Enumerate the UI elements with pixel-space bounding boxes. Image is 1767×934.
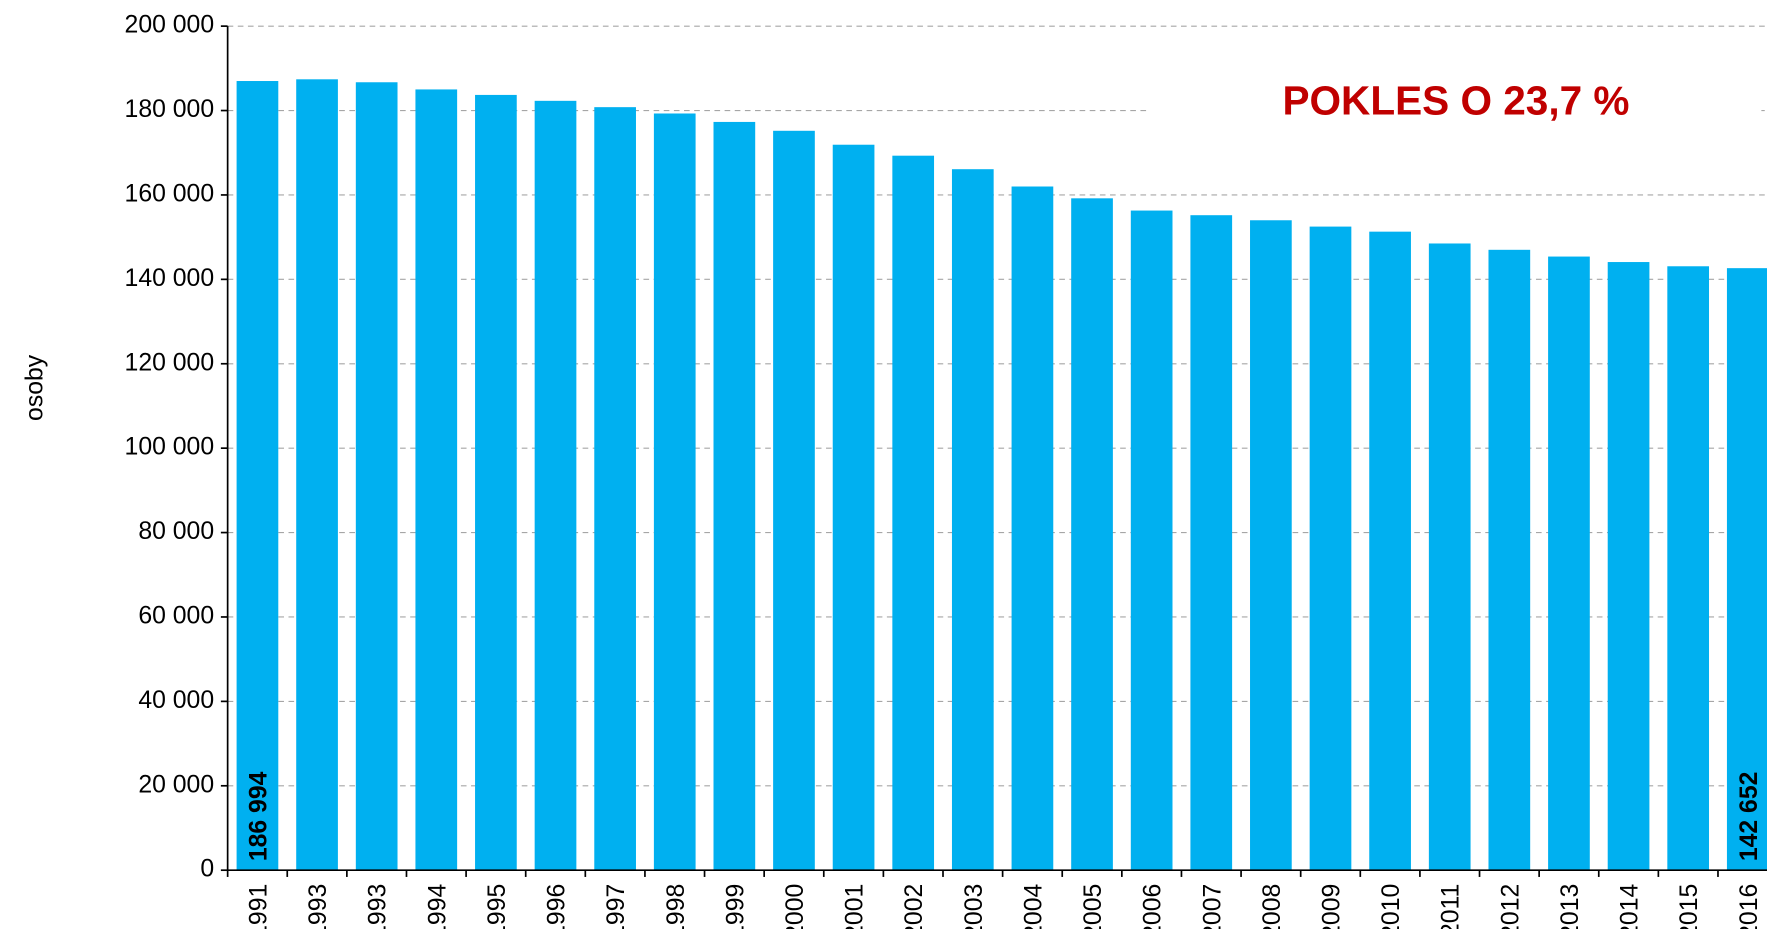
x-tick-label: 2012: [1497, 884, 1524, 929]
x-tick-label: 1994: [424, 884, 451, 929]
x-tick-label: 2016: [1736, 884, 1763, 929]
x-tick-label: 1996: [544, 884, 571, 929]
x-tick-label: 2000: [782, 884, 809, 929]
x-tick-label: 1993: [365, 884, 392, 929]
x-tick-label: 2003: [961, 884, 988, 929]
x-tick-label: 2011: [1438, 884, 1465, 929]
x-tick-label: 2010: [1378, 884, 1405, 929]
bar: [713, 121, 756, 871]
x-tick-label: 1993: [305, 884, 332, 929]
y-tick-label: 140 000: [125, 265, 215, 292]
y-tick-label: 20 000: [138, 771, 214, 798]
bar: [1667, 266, 1710, 871]
x-tick-label: 2008: [1259, 884, 1286, 929]
bar: [415, 89, 458, 871]
bar: [1607, 262, 1650, 871]
bar: [1190, 215, 1233, 871]
x-tick-label: 1999: [722, 884, 749, 929]
bar: [236, 81, 279, 871]
bar: [1250, 220, 1292, 871]
x-tick-label: 2014: [1617, 884, 1644, 929]
bar: [534, 100, 577, 871]
x-tick-label: 2001: [842, 884, 869, 929]
bar: [1369, 231, 1411, 871]
bar: [951, 169, 994, 871]
x-tick-label: 1991: [245, 884, 272, 929]
y-tick-label: 80 000: [138, 518, 214, 545]
y-axis-label: osoby: [22, 354, 49, 421]
bar: [832, 144, 875, 871]
y-tick-label: 160 000: [125, 180, 215, 207]
y-tick-label: 180 000: [125, 96, 215, 123]
bar: [594, 107, 636, 871]
x-tick-label: 1995: [484, 884, 511, 929]
y-tick-label: 120 000: [125, 349, 215, 376]
bar: [1309, 226, 1352, 871]
x-tick-label: 2015: [1676, 884, 1703, 929]
bar: [1726, 268, 1767, 871]
y-tick-label: 100 000: [125, 434, 215, 461]
y-tick-label: 0: [200, 856, 214, 883]
bar: [1130, 210, 1173, 871]
bar: [1428, 243, 1471, 871]
y-tick-label: 200 000: [125, 12, 215, 39]
bar: [296, 79, 338, 871]
bar: [892, 155, 935, 871]
bar: [355, 82, 398, 871]
bar: [1488, 249, 1531, 871]
annotation: POKLES O 23,7 %: [1282, 78, 1629, 124]
x-tick-label: 1998: [663, 884, 690, 929]
x-tick-label: 2006: [1140, 884, 1167, 929]
bar: [1548, 256, 1590, 871]
bar: [653, 113, 696, 871]
bar: [1071, 198, 1113, 871]
x-tick-label: 2009: [1319, 884, 1346, 929]
x-tick-label: 2002: [901, 884, 928, 929]
data-label: 142 652: [1736, 772, 1763, 862]
y-tick-label: 40 000: [138, 687, 214, 714]
x-tick-label: 1997: [603, 884, 630, 929]
x-tick-label: 2007: [1199, 884, 1226, 929]
bar: [773, 130, 815, 871]
x-tick-label: 2004: [1020, 884, 1047, 929]
bar: [1011, 186, 1054, 871]
annotation-bg: [1147, 67, 1762, 140]
y-tick-label: 60 000: [138, 603, 214, 630]
x-tick-label: 2005: [1080, 884, 1107, 929]
x-tick-label: 2013: [1557, 884, 1584, 929]
bar: [475, 94, 517, 871]
data-label: 186 994: [245, 771, 272, 861]
